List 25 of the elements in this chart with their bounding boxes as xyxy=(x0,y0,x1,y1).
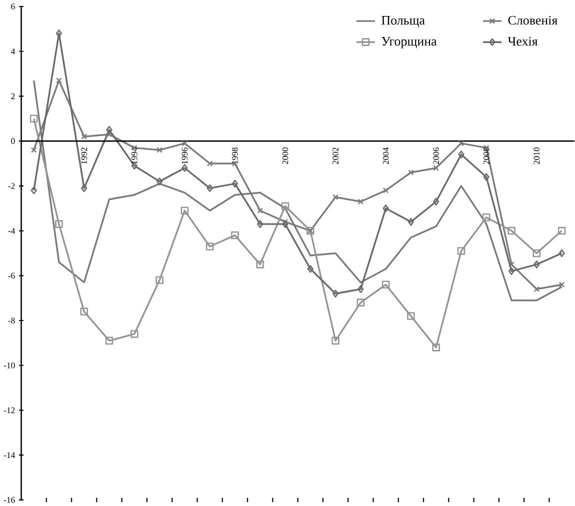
y-tick-label: -2 xyxy=(8,182,15,189)
y-tick-label: -10 xyxy=(4,362,15,368)
x-tick-label: 1996 xyxy=(182,147,188,164)
x-tick-label: 2002 xyxy=(332,147,338,164)
y-tick-label: -14 xyxy=(4,452,15,458)
y-tick-label: -8 xyxy=(8,317,15,324)
y-tick-label: -16 xyxy=(4,496,15,503)
y-tick-label: 0 xyxy=(11,138,15,144)
y-tick-label: -4 xyxy=(8,228,15,234)
legend-label: Угорщина xyxy=(382,36,437,48)
y-tick-label: 6 xyxy=(11,3,15,10)
y-tick-label: 4 xyxy=(10,48,15,54)
legend-label: Чехія xyxy=(508,36,538,46)
x-tick-label: 1992 xyxy=(81,147,88,164)
y-tick-label: -12 xyxy=(4,407,15,413)
x-tick-label: 2008 xyxy=(483,147,490,164)
y-tick-label: -6 xyxy=(8,272,15,278)
x-tick-label: 2004 xyxy=(382,147,389,164)
legend-label: Польща xyxy=(382,16,425,27)
x-tick-label: 2010 xyxy=(534,147,540,164)
y-tick-label: 2 xyxy=(11,93,15,99)
x-tick-label: 2006 xyxy=(433,147,439,164)
x-tick-label: 1998 xyxy=(232,147,238,164)
x-tick-label: 2000 xyxy=(282,147,288,164)
legend-label: Словенія xyxy=(508,16,558,24)
